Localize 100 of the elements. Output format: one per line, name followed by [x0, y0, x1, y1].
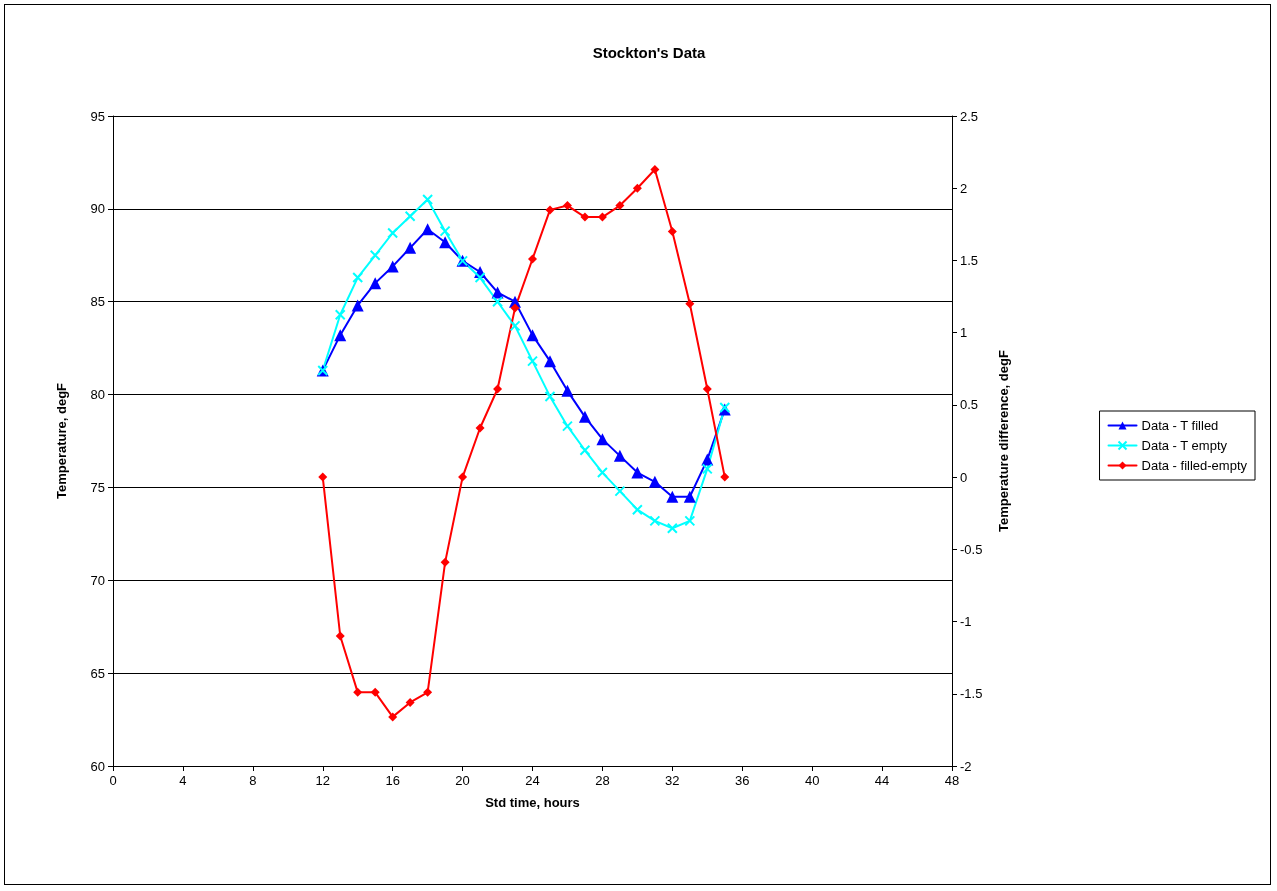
point: [596, 467, 608, 479]
point: [528, 254, 537, 264]
y-tick-label: 65: [90, 665, 105, 681]
x-tick-label: 44: [874, 773, 890, 788]
point: [423, 687, 433, 697]
point: [631, 466, 644, 479]
legend-label: Data - T filled: [1141, 418, 1219, 433]
point: [526, 329, 539, 342]
point: [510, 303, 520, 313]
point: [596, 433, 609, 446]
point: [334, 309, 346, 321]
x-tick-label: 48: [944, 773, 960, 788]
point: [334, 329, 347, 342]
point: [666, 490, 679, 503]
point: [335, 631, 345, 641]
y2-tick-label: 2: [960, 180, 968, 196]
point: [578, 410, 591, 423]
x-tick-label: 8: [249, 773, 257, 788]
y-tick-label: 85: [90, 294, 105, 310]
point: [509, 320, 521, 332]
point: [458, 472, 468, 482]
y-tick-label: 95: [90, 108, 105, 124]
point: [615, 201, 625, 211]
point: [527, 355, 538, 367]
y-tick-label: 75: [90, 479, 105, 495]
point: [386, 260, 399, 273]
y2-tick-label: 2.5: [960, 108, 979, 124]
point: [370, 687, 380, 697]
point: [650, 164, 660, 174]
point: [491, 286, 504, 299]
point: [561, 420, 573, 432]
point: [369, 249, 381, 261]
y2-tick-label: -2: [960, 758, 972, 774]
y-tick-label: 90: [90, 201, 105, 217]
legend-label: Data - T empty: [1141, 438, 1228, 453]
point: [579, 444, 591, 456]
point: [614, 485, 626, 497]
point: [474, 272, 486, 284]
point: [421, 223, 434, 236]
chart-title: Stockton's Data: [592, 44, 707, 61]
point: [562, 201, 572, 211]
y2-tick-label: -0.5: [960, 541, 983, 557]
y-tick-label: 80: [90, 387, 105, 403]
point: [685, 299, 695, 309]
y-tick-label: 70: [90, 572, 105, 588]
point: [701, 463, 713, 475]
point: [369, 277, 382, 290]
point: [667, 227, 677, 237]
y2-tick-label: 1: [960, 325, 968, 341]
point: [543, 355, 556, 368]
point: [404, 241, 417, 254]
point: [404, 210, 416, 222]
point: [440, 557, 450, 567]
point: [648, 475, 661, 488]
y-axis-title: Temperature, degF: [54, 382, 69, 500]
point: [666, 522, 678, 534]
point: [439, 225, 451, 237]
point: [649, 515, 661, 527]
point: [387, 227, 399, 239]
y2-tick-label: -1: [960, 614, 972, 630]
point: [318, 472, 328, 482]
y2-tick-label: -1.5: [960, 686, 983, 702]
point: [439, 236, 452, 249]
x-axis-title: Std time, hours: [485, 795, 580, 810]
y2-tick-label: 0.5: [960, 397, 979, 413]
x-tick-label: 36: [735, 773, 750, 788]
x-tick-label: 32: [665, 773, 680, 788]
point: [388, 712, 398, 722]
y-tick-label: 60: [90, 758, 105, 774]
x-tick-label: 0: [109, 773, 117, 788]
x-tick-label: 28: [595, 773, 610, 788]
x-tick-label: 20: [455, 773, 470, 788]
x-tick-label: 40: [804, 773, 820, 788]
point: [353, 687, 363, 697]
point: [351, 299, 364, 312]
y2-axis-title: Temperature difference, degF: [996, 350, 1011, 532]
x-tick-label: 24: [525, 773, 540, 788]
point: [475, 423, 485, 433]
point: [352, 272, 364, 284]
point: [683, 490, 696, 503]
x-tick-label: 4: [179, 773, 187, 788]
point: [684, 515, 696, 527]
y2-tick-label: 0: [960, 469, 968, 485]
legend-label: Data - filled-empty: [1141, 458, 1248, 473]
point: [422, 194, 434, 206]
y2-tick-label: 1.5: [960, 252, 979, 268]
point: [493, 384, 503, 394]
point: [544, 390, 556, 402]
point: [561, 384, 574, 397]
x-tick-label: 16: [385, 773, 400, 788]
point: [580, 212, 590, 222]
point: [613, 449, 626, 462]
point: [631, 504, 643, 516]
point: [702, 384, 712, 394]
point: [632, 183, 642, 193]
point: [492, 296, 504, 308]
point: [545, 205, 555, 215]
x-tick-label: 12: [315, 773, 330, 788]
point: [405, 697, 415, 707]
point: [720, 472, 730, 482]
